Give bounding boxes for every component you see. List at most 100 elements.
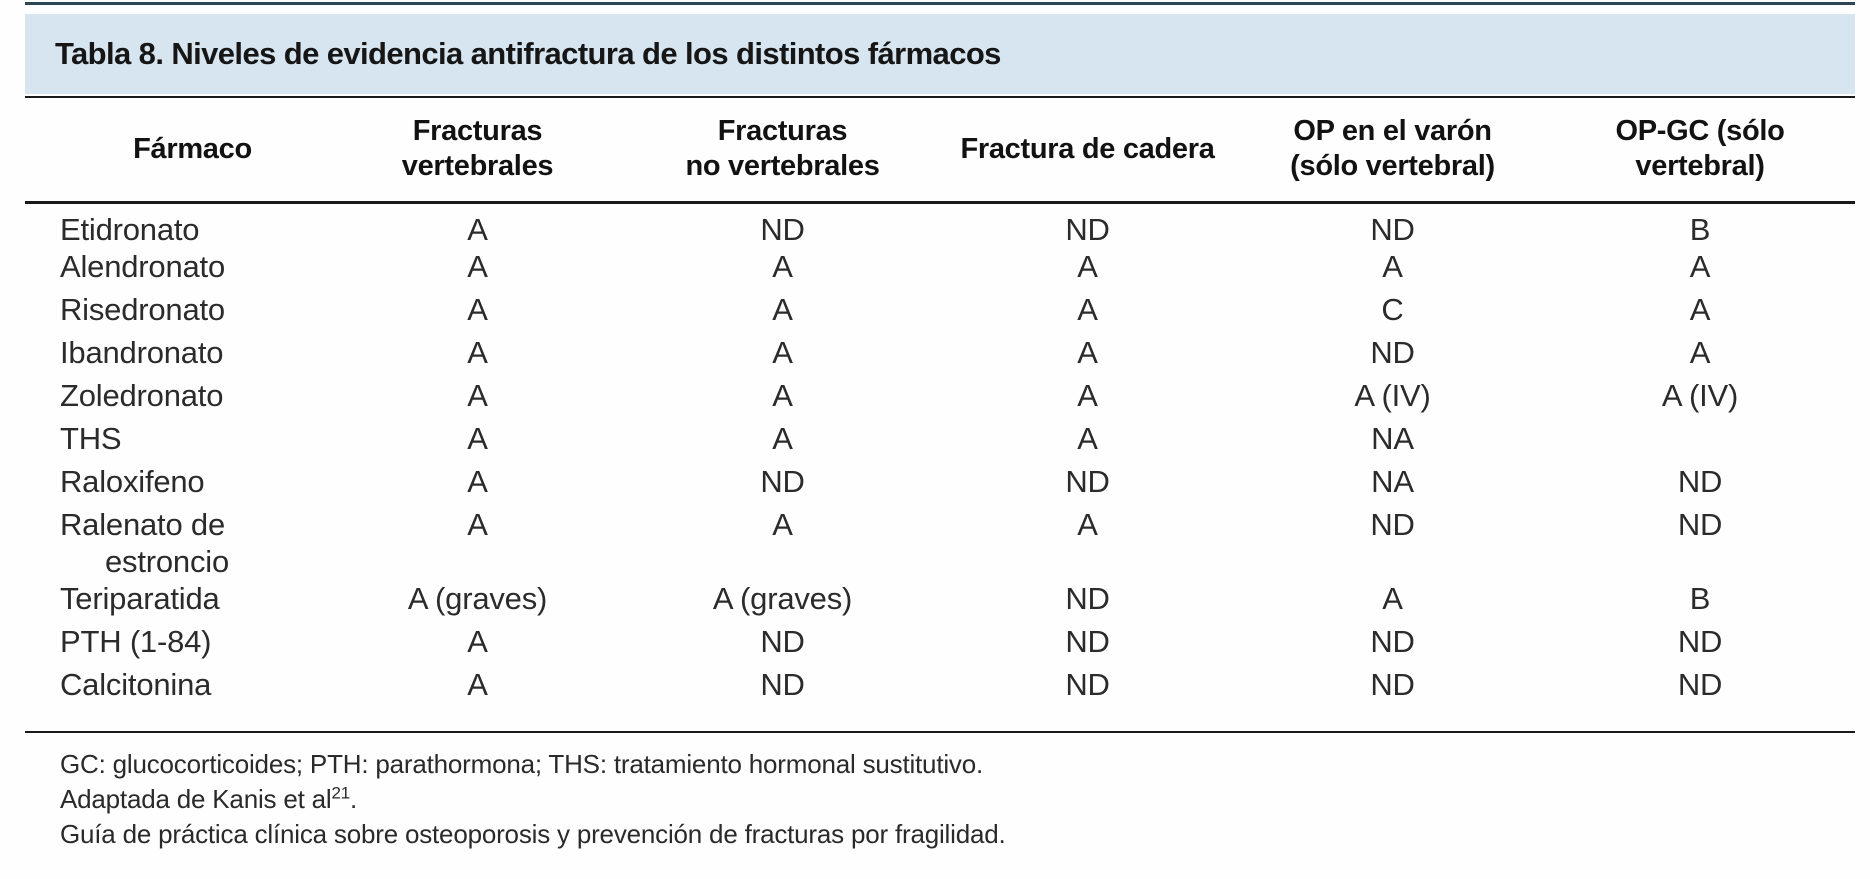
evidence-cell: A — [467, 291, 488, 327]
evidence-cell: ND — [1065, 463, 1110, 499]
evidence-cell: A — [467, 211, 488, 247]
column-header-fractura-cadera: Fractura de cadera — [935, 98, 1240, 204]
drug-name-line: Ralenato de — [60, 506, 225, 542]
drug-name-cell: Ralenato de estroncio — [25, 506, 325, 580]
evidence-cell: A — [772, 377, 793, 413]
footnote-source-period: . — [350, 783, 358, 814]
table-row: Zoledronato A A A A (IV) A (IV) — [25, 377, 1855, 420]
evidence-cell: ND — [1065, 580, 1110, 616]
evidence-cell: A — [1077, 377, 1098, 413]
evidence-cell: ND — [1677, 666, 1723, 702]
evidence-cell: A — [1689, 291, 1711, 327]
evidence-cell: ND — [1370, 334, 1415, 370]
evidence-cell: A — [467, 666, 488, 702]
table-row: Ralenato de estroncio A A A ND ND — [25, 506, 1855, 580]
evidence-cell: C — [1381, 291, 1404, 327]
evidence-cell: A — [772, 334, 793, 370]
table-row: Etidronato A ND ND ND B — [25, 202, 1855, 248]
evidence-cell: A — [772, 248, 793, 284]
evidence-cell: B — [1689, 580, 1711, 616]
header-line: no vertebrales — [685, 150, 880, 183]
evidence-cell: A — [1077, 248, 1098, 284]
table-title: Tabla 8. Niveles de evidencia antifractu… — [55, 36, 1001, 71]
table-row: Risedronato A A A C A — [25, 291, 1855, 334]
evidence-cell: A — [1077, 334, 1098, 370]
header-line: OP en el varón — [1293, 115, 1492, 148]
table-row: PTH (1-84) A ND ND ND ND — [25, 623, 1855, 666]
footnote-source-text: Adaptada de Kanis et al — [60, 783, 332, 814]
header-line: (sólo vertebral) — [1290, 150, 1495, 183]
evidence-cell: B — [1689, 211, 1711, 247]
evidence-cell: ND — [1065, 666, 1110, 702]
header-line: Fracturas — [412, 115, 543, 148]
column-header-op-varon: OP en el varón (sólo vertebral) — [1240, 98, 1545, 204]
header-line: OP-GC (sólo — [1615, 115, 1785, 148]
evidence-cell: ND — [1677, 463, 1723, 499]
drug-name-cell: Etidronato — [60, 211, 200, 247]
header-line: Fracturas — [717, 115, 848, 148]
header-line: Fractura de cadera — [960, 132, 1215, 165]
evidence-cell: A — [1077, 420, 1098, 456]
evidence-cell: A — [1077, 506, 1098, 542]
evidence-cell: ND — [1677, 506, 1723, 542]
drug-name-cell: Alendronato — [60, 248, 225, 284]
evidence-cell: A — [1689, 334, 1711, 370]
evidence-cell: NA — [1371, 420, 1414, 456]
evidence-cell: ND — [1370, 623, 1415, 659]
evidence-cell: A — [1077, 291, 1098, 327]
drug-name-line: estroncio — [105, 543, 229, 579]
column-header-op-gc: OP-GC (sólo vertebral) — [1545, 98, 1855, 204]
drug-name-cell: Zoledronato — [60, 377, 224, 413]
evidence-cell: A — [467, 248, 488, 284]
evidence-cell: A (graves) — [712, 580, 853, 616]
drug-name-cell: Raloxifeno — [60, 463, 205, 499]
evidence-cell: A — [467, 506, 488, 542]
header-line: vertebrales — [401, 150, 554, 183]
evidence-cell: A (graves) — [407, 580, 548, 616]
drug-name-cell: PTH (1-84) — [60, 623, 212, 659]
drug-name-cell: THS — [60, 420, 122, 456]
evidence-cell: A — [772, 420, 793, 456]
evidence-cell: ND — [760, 666, 805, 702]
table-wrap: Fármaco Fracturas vertebrales Fracturas … — [25, 96, 1855, 733]
footnote-reference-number: 21 — [331, 782, 351, 802]
drug-name-cell: Ibandronato — [60, 334, 224, 370]
column-header-farmaco: Fármaco — [25, 98, 325, 204]
header-line: vertebral) — [1635, 150, 1765, 183]
evidence-cell: ND — [1677, 623, 1723, 659]
table-title-band: Tabla 8. Niveles de evidencia antifractu… — [25, 14, 1855, 94]
evidence-cell: A — [772, 506, 793, 542]
footnotes: GC: glucocorticoides; PTH: parathormona;… — [25, 733, 1855, 852]
footnote-abbreviations: GC: glucocorticoides; PTH: parathormona;… — [60, 748, 984, 779]
evidence-cell: ND — [1370, 666, 1415, 702]
evidence-cell: A — [1382, 580, 1403, 616]
evidence-cell: ND — [1065, 211, 1110, 247]
header-line: Fármaco — [133, 132, 252, 165]
drug-name-cell: Calcitonina — [60, 666, 212, 702]
evidence-cell: ND — [760, 623, 805, 659]
footnote-guide: Guía de práctica clínica sobre osteoporo… — [60, 818, 1006, 849]
evidence-cell: ND — [1370, 211, 1415, 247]
evidence-cell: ND — [1370, 506, 1415, 542]
table-row: Ibandronato A A A ND A — [25, 334, 1855, 377]
table-row: Teriparatida A (graves) A (graves) ND A … — [25, 580, 1855, 623]
evidence-cell — [1545, 420, 1855, 463]
table-row: THS A A A NA — [25, 420, 1855, 463]
evidence-cell: ND — [1065, 623, 1110, 659]
evidence-cell: A — [467, 377, 488, 413]
evidence-cell: A — [772, 291, 793, 327]
column-header-fracturas-no-vertebrales: Fracturas no vertebrales — [630, 98, 935, 204]
table-row: Calcitonina A ND ND ND ND — [25, 666, 1855, 709]
evidence-cell: ND — [760, 211, 805, 247]
evidence-cell: A — [1689, 248, 1711, 284]
evidence-cell: NA — [1371, 463, 1414, 499]
column-header-fracturas-vertebrales: Fracturas vertebrales — [325, 98, 630, 204]
evidence-cell: A — [1382, 248, 1403, 284]
evidence-cell: A (IV) — [1661, 377, 1739, 413]
drug-name-cell: Teriparatida — [60, 580, 220, 616]
evidence-cell: ND — [760, 463, 805, 499]
evidence-cell: A — [467, 334, 488, 370]
evidence-cell: A — [467, 463, 488, 499]
drug-name-cell: Risedronato — [60, 291, 225, 327]
